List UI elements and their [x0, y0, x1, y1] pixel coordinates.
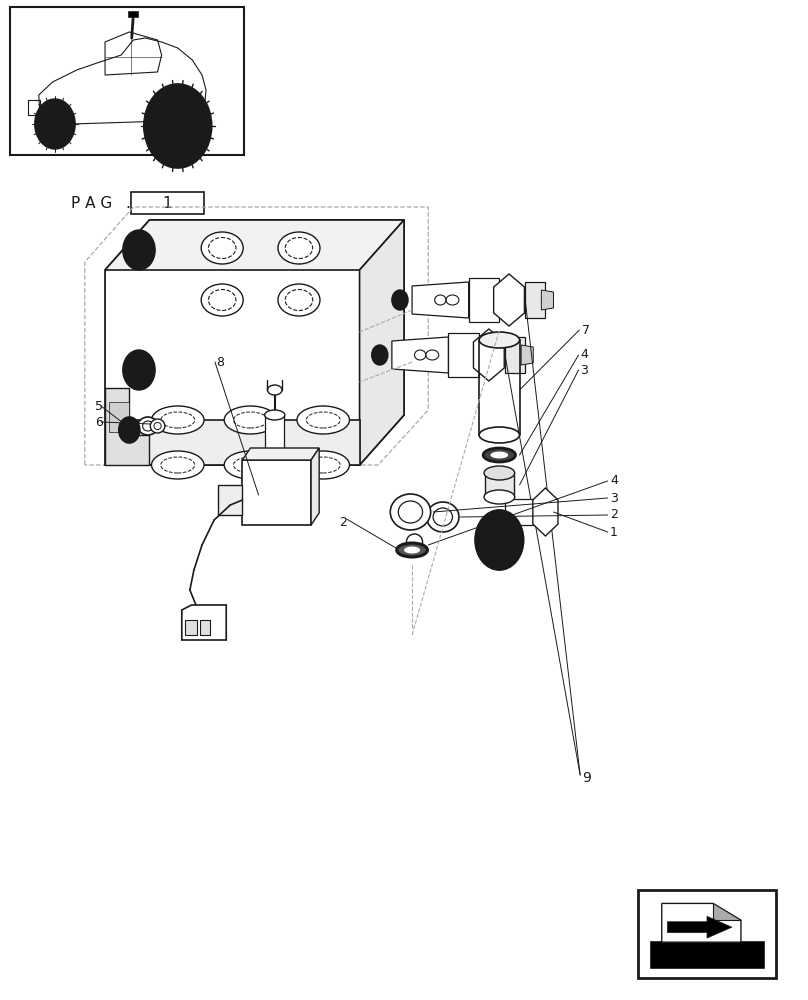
Circle shape	[123, 350, 155, 390]
Polygon shape	[218, 485, 242, 515]
Polygon shape	[505, 499, 540, 525]
Polygon shape	[667, 916, 732, 938]
Ellipse shape	[297, 451, 350, 479]
Text: 7: 7	[582, 324, 590, 336]
Ellipse shape	[267, 385, 282, 395]
Ellipse shape	[137, 417, 158, 435]
Bar	[638, 890, 776, 978]
Text: 3: 3	[610, 491, 618, 504]
Circle shape	[35, 99, 75, 149]
Ellipse shape	[278, 232, 320, 264]
Polygon shape	[125, 420, 360, 465]
Text: 6: 6	[95, 416, 103, 428]
Ellipse shape	[265, 410, 285, 420]
Circle shape	[372, 345, 388, 365]
Text: 3: 3	[580, 363, 588, 376]
Bar	[128, 11, 138, 17]
Text: 1: 1	[610, 526, 618, 538]
Ellipse shape	[201, 232, 243, 264]
Ellipse shape	[397, 543, 427, 557]
Polygon shape	[448, 333, 479, 377]
Text: 4: 4	[610, 475, 618, 488]
Ellipse shape	[484, 466, 515, 480]
Bar	[200, 620, 210, 635]
Polygon shape	[532, 488, 558, 536]
Ellipse shape	[150, 419, 165, 433]
Ellipse shape	[483, 448, 516, 462]
Ellipse shape	[225, 451, 276, 479]
Ellipse shape	[404, 546, 420, 554]
Polygon shape	[311, 448, 319, 525]
Polygon shape	[105, 220, 404, 465]
Polygon shape	[521, 345, 533, 365]
Ellipse shape	[278, 284, 320, 316]
Ellipse shape	[427, 502, 459, 532]
Circle shape	[123, 230, 155, 270]
Polygon shape	[541, 290, 553, 310]
Ellipse shape	[406, 534, 423, 550]
Polygon shape	[525, 282, 545, 318]
Polygon shape	[473, 329, 504, 381]
Bar	[10, 7, 244, 155]
Circle shape	[392, 290, 408, 310]
Polygon shape	[713, 903, 741, 920]
Ellipse shape	[490, 452, 508, 459]
Bar	[185, 620, 197, 635]
Ellipse shape	[201, 284, 243, 316]
Polygon shape	[412, 282, 469, 318]
Polygon shape	[182, 605, 226, 640]
Text: 8: 8	[217, 356, 225, 368]
Polygon shape	[469, 278, 499, 322]
Bar	[131, 192, 204, 214]
Text: 4: 4	[580, 349, 588, 361]
Circle shape	[475, 510, 524, 570]
Text: P A G: P A G	[71, 196, 112, 212]
Ellipse shape	[479, 332, 520, 348]
Text: 2: 2	[339, 516, 347, 528]
Polygon shape	[485, 473, 514, 497]
Ellipse shape	[484, 490, 515, 504]
Circle shape	[119, 417, 140, 443]
Ellipse shape	[225, 406, 276, 434]
Ellipse shape	[152, 451, 204, 479]
Text: 2: 2	[610, 508, 618, 522]
Polygon shape	[360, 220, 404, 465]
Ellipse shape	[152, 406, 204, 434]
Polygon shape	[242, 448, 319, 460]
Polygon shape	[392, 337, 448, 373]
Text: 1: 1	[162, 196, 172, 211]
Polygon shape	[505, 337, 525, 373]
Ellipse shape	[297, 406, 350, 434]
Polygon shape	[662, 903, 741, 942]
Ellipse shape	[390, 494, 431, 530]
Polygon shape	[105, 388, 149, 465]
Text: .: .	[125, 196, 130, 212]
Polygon shape	[265, 415, 284, 460]
Circle shape	[144, 84, 212, 168]
Polygon shape	[650, 941, 764, 968]
Polygon shape	[242, 460, 311, 525]
Polygon shape	[494, 274, 524, 326]
Text: 5: 5	[95, 399, 103, 412]
Bar	[109, 402, 129, 432]
Ellipse shape	[479, 427, 520, 443]
Polygon shape	[105, 220, 404, 270]
Text: 9: 9	[582, 771, 591, 785]
